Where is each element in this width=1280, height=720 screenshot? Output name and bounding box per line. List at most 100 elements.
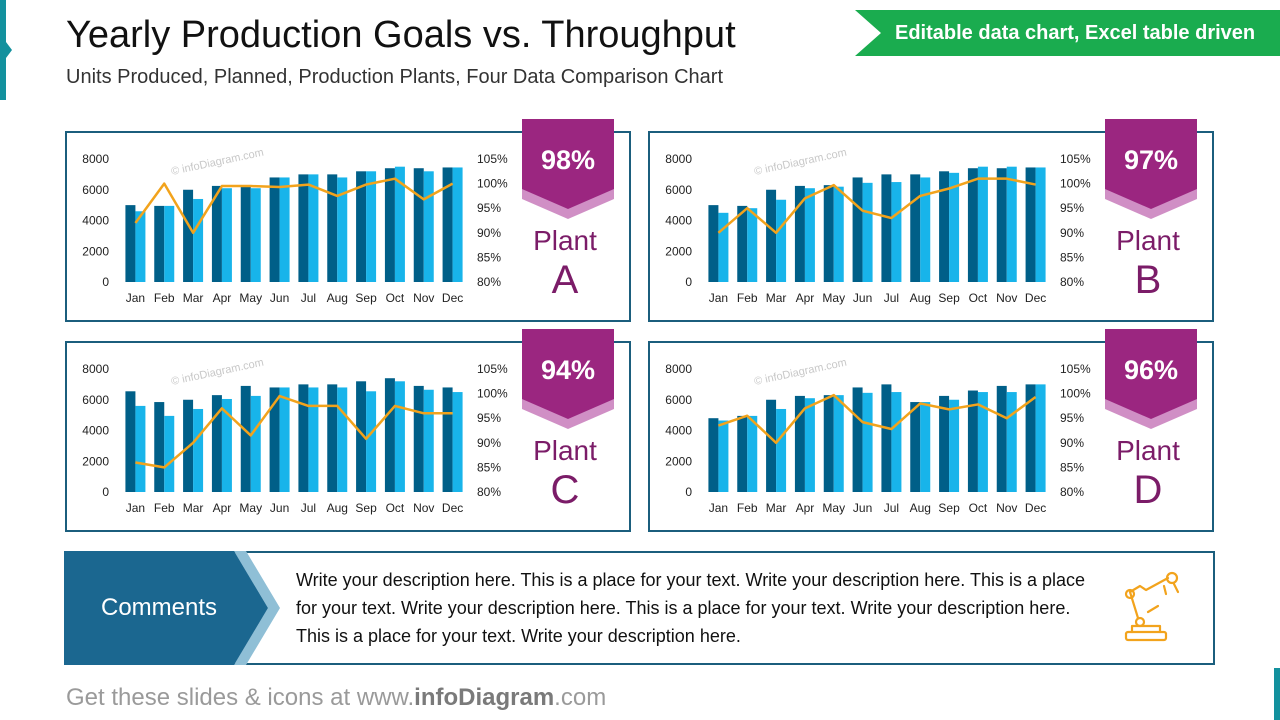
plant-a-letter: A bbox=[551, 258, 579, 302]
x-tick-label: Sep bbox=[355, 291, 377, 305]
x-tick-label: Apr bbox=[796, 291, 815, 305]
badge-shape bbox=[1105, 329, 1197, 429]
y-right-tick-label: 95% bbox=[1060, 201, 1084, 215]
line-throughput bbox=[134, 177, 454, 235]
bar-produced bbox=[766, 189, 777, 282]
y-left-tick-label: 4000 bbox=[665, 424, 692, 438]
chart-svg: 0 2000 4000 6000 8000 80% 85% 90% 95% 100% 105% © i… bbox=[665, 357, 1091, 515]
plant-a-percent: 98% bbox=[540, 145, 596, 175]
bar-planned bbox=[833, 186, 844, 282]
bar-planned bbox=[279, 177, 290, 282]
bar-produced bbox=[384, 168, 395, 282]
bar-produced bbox=[823, 185, 834, 282]
plant-b-percent: 97% bbox=[1123, 145, 1179, 175]
bar-planned bbox=[804, 398, 815, 492]
right-accent-bar bbox=[1274, 668, 1280, 720]
x-tick-label: Jul bbox=[301, 291, 316, 305]
x-tick-label: Nov bbox=[413, 501, 434, 515]
banner-text: Editable data chart, Excel table driven bbox=[895, 21, 1256, 44]
y-right-tick-label: 100% bbox=[477, 387, 508, 401]
bar-planned bbox=[135, 211, 146, 282]
y-right-tick-label: 80% bbox=[1060, 485, 1084, 499]
line-throughput bbox=[718, 393, 1037, 445]
bar-produced bbox=[737, 205, 748, 282]
bar-produced bbox=[442, 167, 453, 282]
bar-produced bbox=[356, 171, 367, 282]
comments-text[interactable]: Write your description here. This is a p… bbox=[296, 570, 1086, 646]
x-tick-label: Mar bbox=[766, 291, 787, 305]
bar-planned bbox=[452, 392, 463, 492]
bar-produced bbox=[384, 378, 395, 492]
x-tick-label: Jun bbox=[270, 501, 289, 515]
bar-produced bbox=[996, 385, 1007, 492]
bar-planned bbox=[977, 166, 988, 282]
bar-produced bbox=[766, 399, 777, 492]
bar-produced bbox=[211, 395, 222, 492]
bar-produced bbox=[413, 168, 424, 282]
left-accent-tip bbox=[6, 42, 12, 58]
bar-produced bbox=[794, 395, 805, 492]
bar-planned bbox=[394, 381, 405, 492]
chart-svg: 0 2000 4000 6000 8000 80% 85% 90% 95% 100% 105% © i… bbox=[82, 147, 508, 305]
x-tick-label: May bbox=[239, 501, 262, 515]
x-tick-label: Jan bbox=[126, 501, 145, 515]
y-right-tick-label: 105% bbox=[1060, 362, 1091, 376]
badge-shape bbox=[522, 119, 614, 219]
bar-planned bbox=[452, 167, 463, 282]
y-left-tick-label: 6000 bbox=[665, 393, 692, 407]
bar-planned bbox=[394, 166, 405, 282]
bar-planned bbox=[949, 172, 960, 282]
bar-planned bbox=[1035, 167, 1046, 282]
plant-a-label: Plant bbox=[533, 225, 597, 256]
bar-produced bbox=[442, 387, 453, 492]
watermark-text: © infoDiagram.com bbox=[170, 357, 265, 388]
y-left-tick-label: 4000 bbox=[665, 214, 692, 228]
bar-planned bbox=[718, 420, 729, 492]
x-tick-label: Dec bbox=[1025, 291, 1046, 305]
line-throughput bbox=[135, 394, 453, 469]
x-tick-label: Aug bbox=[327, 501, 348, 515]
x-tick-label: Jul bbox=[884, 291, 899, 305]
y-left-tick-label: 0 bbox=[102, 485, 109, 499]
bar-planned bbox=[423, 171, 434, 282]
x-tick-label: Feb bbox=[737, 501, 758, 515]
x-tick-label: Feb bbox=[154, 291, 175, 305]
bar-planned bbox=[718, 212, 729, 282]
y-left-tick-label: 2000 bbox=[665, 244, 692, 258]
bar-produced bbox=[737, 415, 748, 492]
line-throughput bbox=[717, 177, 1036, 235]
bar-produced bbox=[240, 385, 251, 492]
y-left-tick-label: 0 bbox=[102, 275, 109, 289]
y-right-tick-label: 90% bbox=[1060, 436, 1084, 450]
y-left-tick-label: 4000 bbox=[82, 424, 109, 438]
bar-produced bbox=[183, 189, 194, 282]
plant-c-letter: C bbox=[550, 468, 580, 512]
bar-planned bbox=[891, 392, 902, 492]
x-tick-label: Mar bbox=[766, 501, 787, 515]
x-tick-label: Jul bbox=[884, 501, 899, 515]
watermark-text: © infoDiagram.com bbox=[170, 147, 265, 178]
chart-svg: 0 2000 4000 6000 8000 80% 85% 90% 95% 100% 105% © i… bbox=[82, 357, 508, 515]
bar-planned bbox=[164, 415, 175, 492]
plant-a-percent-badge: 98% bbox=[522, 119, 614, 229]
plant-c-panel: 0 2000 4000 6000 8000 80% 85% 90% 95% 100% 105% © i… bbox=[65, 341, 631, 532]
x-tick-label: Feb bbox=[737, 291, 758, 305]
bar-produced bbox=[125, 205, 136, 282]
bar-planned bbox=[1006, 392, 1017, 492]
bar-planned bbox=[776, 408, 787, 492]
bar-planned bbox=[221, 398, 232, 492]
x-tick-label: Aug bbox=[910, 501, 931, 515]
y-right-tick-label: 80% bbox=[477, 275, 501, 289]
footer-attribution: Get these slides & icons at www.infoDiag… bbox=[66, 684, 606, 712]
bar-produced bbox=[939, 171, 950, 282]
badge-shape bbox=[1105, 119, 1197, 219]
y-right-tick-label: 85% bbox=[1060, 250, 1084, 264]
y-right-tick-label: 90% bbox=[477, 436, 501, 450]
y-left-tick-label: 6000 bbox=[665, 183, 692, 197]
bar-planned bbox=[308, 387, 319, 492]
comments-label-shape bbox=[64, 551, 268, 665]
bar-produced bbox=[996, 168, 1007, 282]
bar-produced bbox=[327, 384, 338, 492]
y-left-tick-label: 6000 bbox=[82, 393, 109, 407]
bar-produced bbox=[269, 387, 280, 492]
